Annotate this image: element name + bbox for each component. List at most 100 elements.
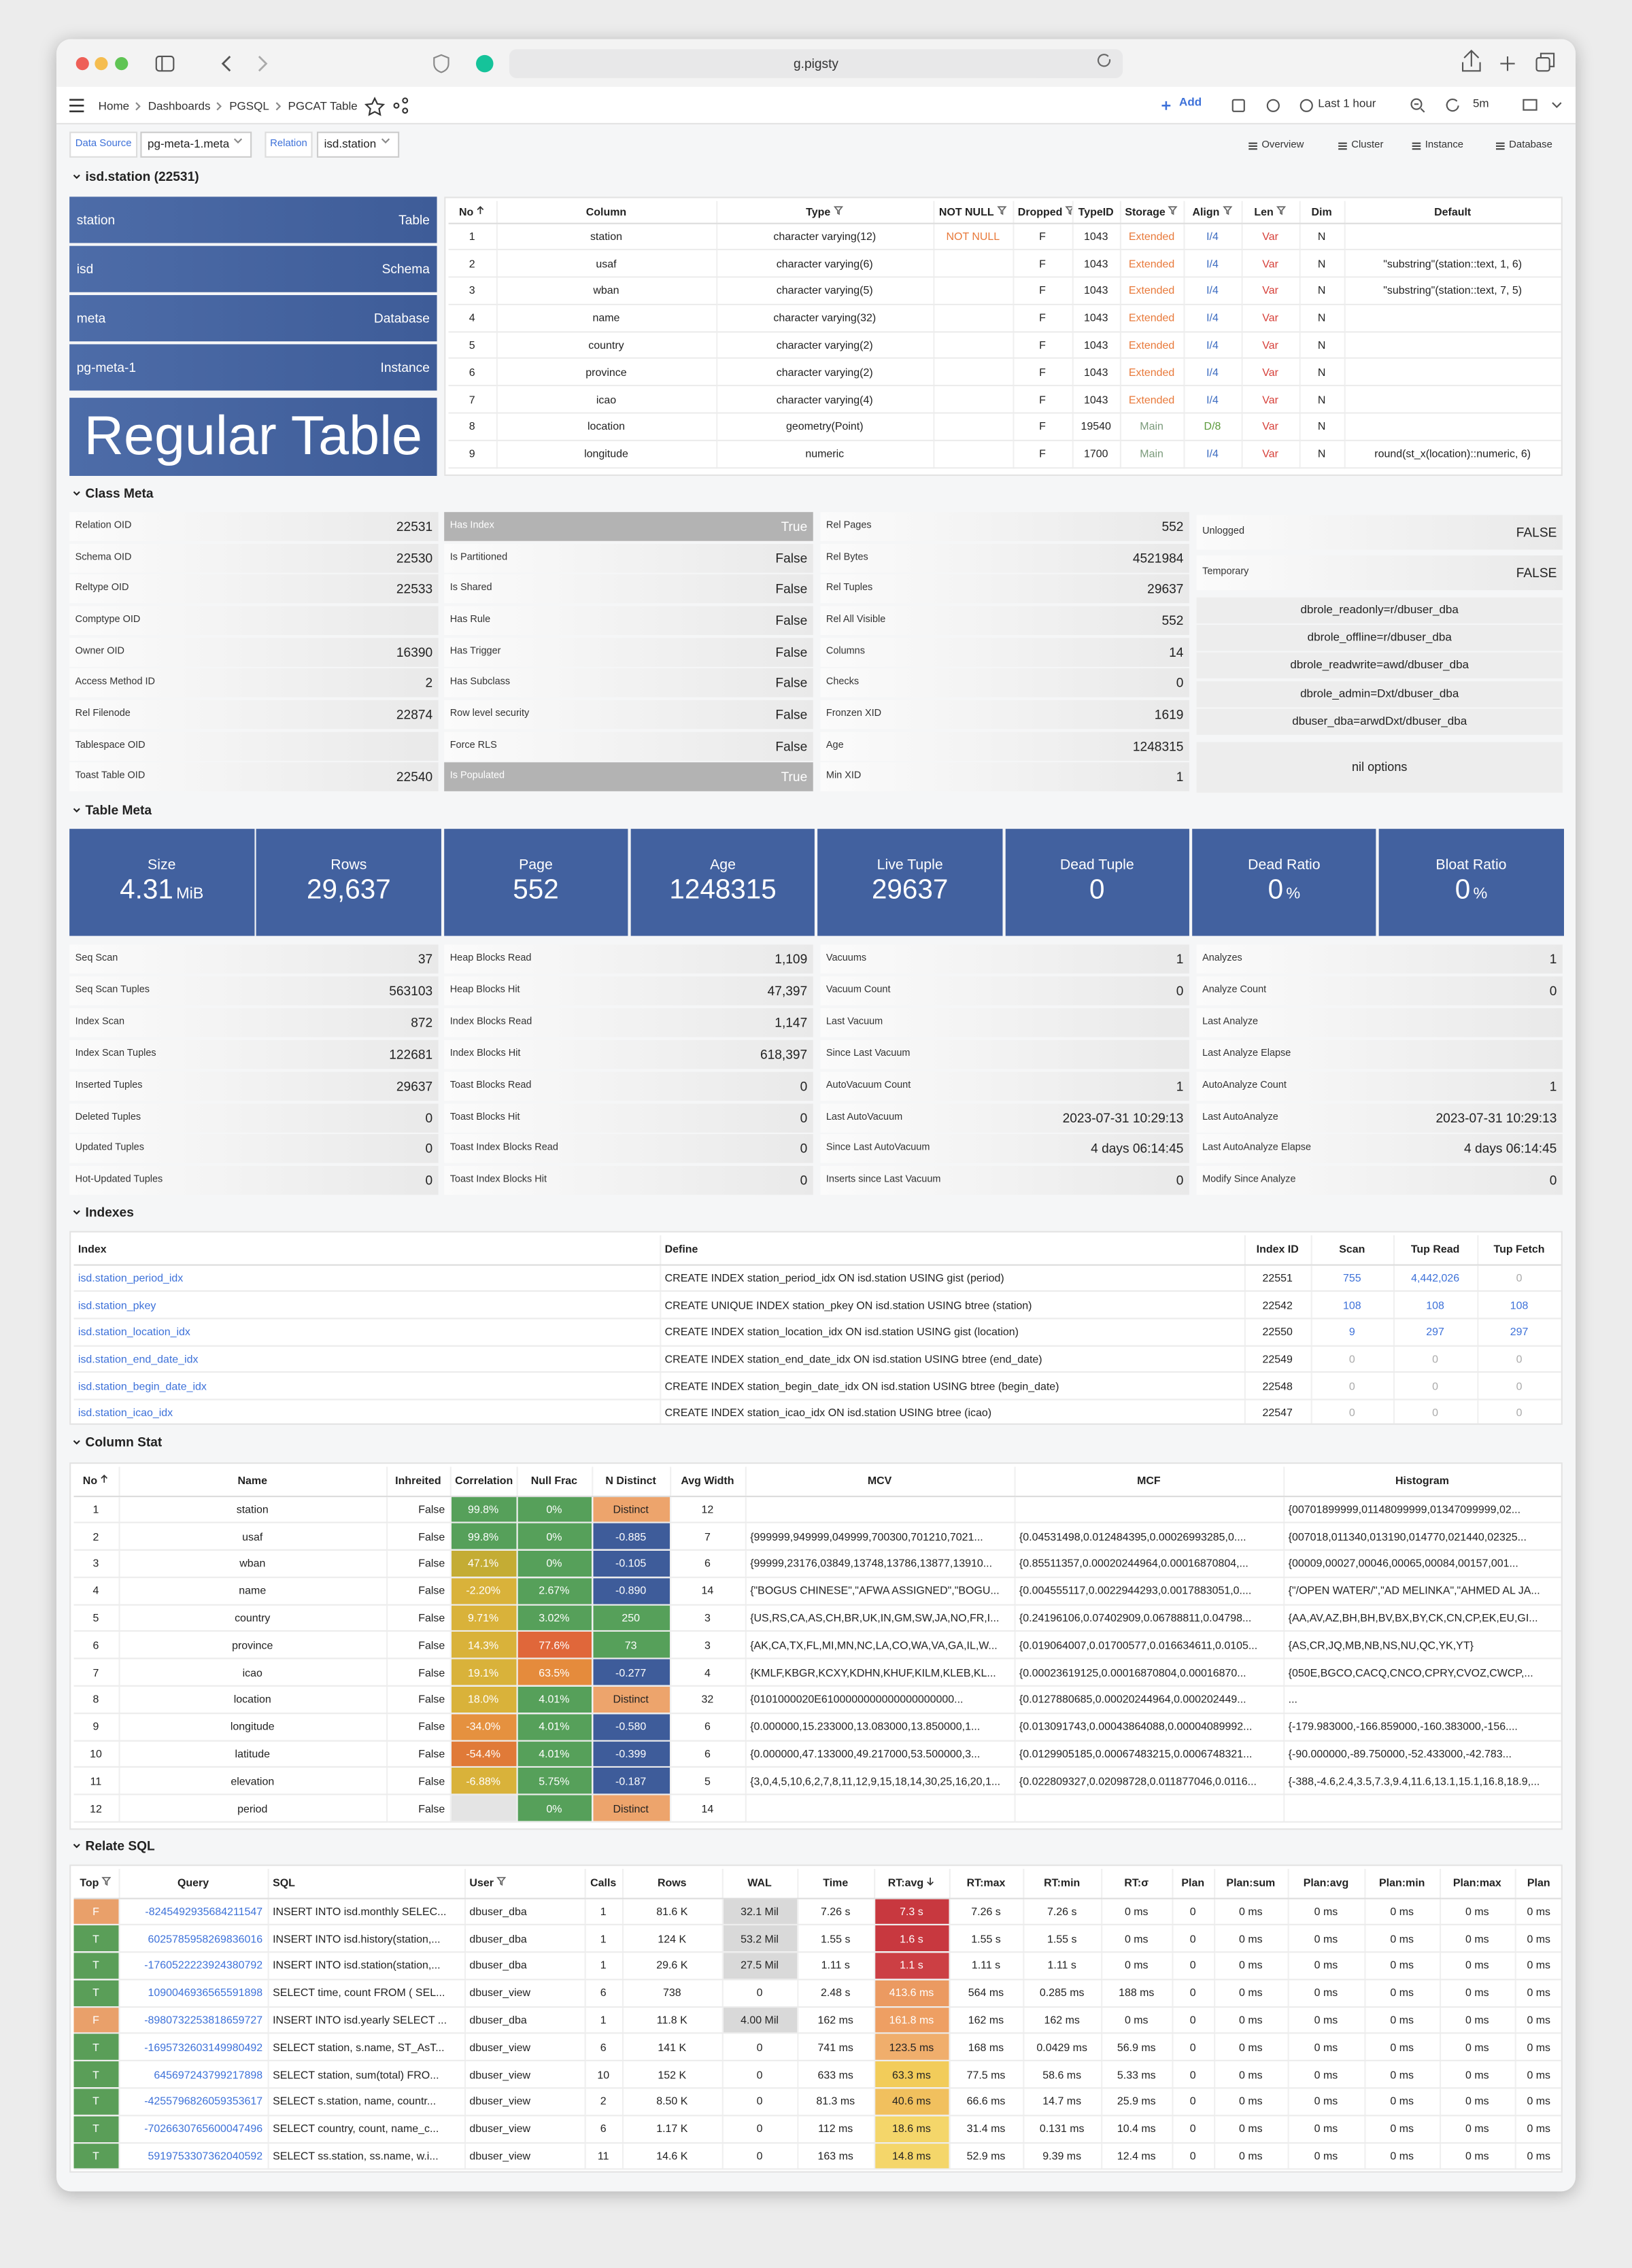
add-button[interactable]: Add — [1179, 95, 1202, 109]
column-header[interactable]: Column — [496, 201, 717, 224]
section-header[interactable]: Relate SQL — [72, 1837, 506, 1855]
column-header[interactable]: WAL — [721, 1868, 798, 1899]
column-header[interactable]: Index — [73, 1235, 661, 1265]
column-header[interactable]: Plan:sum — [1214, 1868, 1289, 1899]
column-header[interactable]: Calls — [584, 1868, 623, 1899]
column-header[interactable]: Top — [73, 1868, 120, 1899]
column-header[interactable]: Storage — [1119, 201, 1185, 224]
share-icon[interactable] — [1462, 49, 1481, 72]
sort-icon[interactable] — [926, 1876, 935, 1887]
zoom-out-button[interactable] — [1410, 98, 1425, 113]
column-header[interactable]: User — [464, 1868, 585, 1899]
column-header[interactable]: Query — [118, 1868, 269, 1899]
sort-icon[interactable] — [477, 205, 486, 216]
menu-button[interactable] — [69, 99, 84, 113]
column-header[interactable]: Plan — [1514, 1868, 1561, 1899]
section-header[interactable]: Class Meta — [72, 485, 506, 502]
reload-icon[interactable] — [1097, 54, 1111, 67]
column-header[interactable]: RT:avg — [874, 1868, 950, 1899]
filter-icon[interactable] — [102, 1876, 112, 1887]
column-header[interactable]: Plan:max — [1440, 1868, 1516, 1899]
column-header[interactable]: Avg Width — [670, 1466, 746, 1497]
column-header[interactable]: Correlation — [449, 1466, 517, 1497]
column-header[interactable]: No — [73, 1466, 120, 1497]
star-button[interactable] — [364, 97, 386, 116]
minimize-button[interactable] — [95, 57, 108, 71]
add-icon[interactable] — [1161, 101, 1171, 110]
column-header[interactable]: Plan:min — [1364, 1868, 1441, 1899]
column-header[interactable]: TypeID — [1072, 201, 1121, 224]
share-button[interactable] — [393, 97, 409, 114]
filter-icon[interactable] — [1222, 205, 1233, 216]
column-header[interactable]: Index ID — [1244, 1235, 1312, 1265]
column-header[interactable]: N Distinct — [592, 1466, 671, 1497]
close-button[interactable] — [75, 57, 89, 71]
column-header[interactable]: RT:min — [1023, 1868, 1102, 1899]
column-header[interactable]: Align — [1183, 201, 1242, 224]
column-header[interactable]: MCF — [1014, 1466, 1285, 1497]
column-header[interactable]: RT:max — [949, 1868, 1024, 1899]
tabs-icon[interactable] — [1535, 57, 1550, 72]
column-header[interactable]: Histogram — [1283, 1466, 1561, 1497]
dashboard-link[interactable]: Database — [1496, 137, 1568, 153]
column-header[interactable]: Tup Fetch — [1477, 1235, 1561, 1265]
section-header[interactable]: isd.station (22531) — [72, 168, 506, 186]
filter-icon[interactable] — [496, 1876, 507, 1887]
variable-select[interactable]: isd.station — [316, 131, 400, 158]
column-header[interactable]: NOT NULL — [933, 201, 1014, 224]
settings-button[interactable] — [1266, 99, 1280, 112]
sort-icon[interactable] — [100, 1475, 109, 1485]
column-header[interactable]: RT:σ — [1101, 1868, 1173, 1899]
column-header[interactable]: Name — [118, 1466, 388, 1497]
column-header[interactable]: Inhreited — [386, 1466, 451, 1497]
dashboard-link[interactable]: Instance — [1412, 137, 1484, 153]
column-header[interactable]: Time — [797, 1868, 875, 1899]
time-range[interactable]: Last 1 hour — [1318, 97, 1376, 110]
filter-icon[interactable] — [1168, 205, 1178, 216]
column-header[interactable]: Rows — [622, 1868, 723, 1899]
new-tab-icon[interactable] — [1500, 56, 1515, 71]
table-cell: character varying(4) — [716, 385, 934, 414]
filter-icon[interactable] — [1066, 205, 1072, 216]
column-header[interactable]: Dropped — [1013, 201, 1073, 224]
column-header[interactable]: Default — [1344, 201, 1561, 224]
filter-icon[interactable] — [833, 205, 844, 216]
column-header[interactable]: Len — [1241, 201, 1300, 224]
refresh-interval[interactable]: 5m — [1472, 97, 1489, 110]
breadcrumb[interactable]: Home — [98, 99, 130, 112]
dashboard-link[interactable]: Cluster — [1338, 137, 1410, 153]
refresh-button[interactable] — [1446, 99, 1459, 112]
time-icon[interactable] — [1299, 99, 1313, 112]
view-mode-button[interactable] — [1523, 99, 1537, 111]
section-header[interactable]: Table Meta — [72, 802, 506, 819]
column-header[interactable]: Type — [716, 201, 934, 224]
breadcrumb[interactable]: PGCAT Table — [288, 99, 358, 112]
column-header[interactable]: Scan — [1310, 1235, 1395, 1265]
zoom-button[interactable] — [115, 57, 129, 71]
variable-select[interactable]: pg-meta-1.meta — [140, 131, 252, 158]
filter-icon[interactable] — [997, 205, 1007, 216]
address-bar[interactable] — [509, 49, 1123, 78]
breadcrumb[interactable]: Dashboards — [148, 99, 211, 112]
column-header[interactable]: MCV — [745, 1466, 1015, 1497]
column-header[interactable]: Plan:avg — [1287, 1868, 1365, 1899]
section-header[interactable]: Indexes — [72, 1203, 506, 1221]
column-header[interactable]: Plan — [1172, 1868, 1215, 1899]
extension-icon[interactable] — [476, 54, 494, 73]
privacy-icon[interactable] — [433, 54, 449, 73]
collapse-button[interactable] — [1552, 102, 1562, 108]
column-header[interactable]: SQL — [267, 1868, 466, 1899]
column-header[interactable]: Define — [660, 1235, 1245, 1265]
breadcrumb[interactable]: PGSQL — [229, 99, 269, 112]
save-button[interactable] — [1231, 99, 1245, 112]
column-header[interactable]: Tup Read — [1393, 1235, 1478, 1265]
section-header[interactable]: Column Stat — [72, 1434, 506, 1451]
forward-button[interactable] — [258, 56, 268, 72]
column-header[interactable]: Null Frac — [516, 1466, 593, 1497]
dashboard-link[interactable]: Overview — [1248, 137, 1321, 153]
column-header[interactable]: Dim — [1299, 201, 1345, 224]
column-header[interactable]: No — [448, 201, 497, 224]
filter-icon[interactable] — [1276, 205, 1287, 216]
sidebar-button[interactable] — [155, 55, 175, 72]
back-button[interactable] — [221, 56, 231, 72]
